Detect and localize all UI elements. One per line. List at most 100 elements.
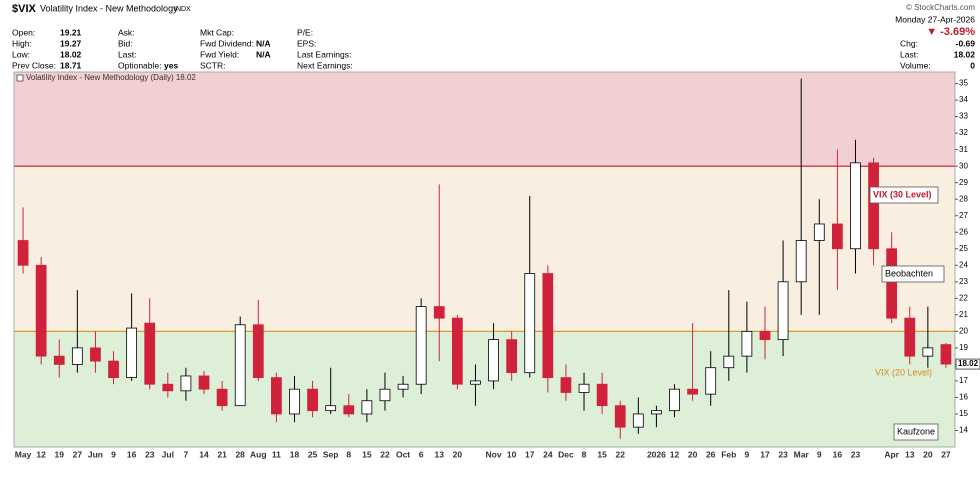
x-tick-label: 9 — [817, 449, 822, 459]
x-tick-label: Mar — [794, 449, 810, 459]
field-value: 0 — [970, 60, 975, 70]
y-tick-label: 28 — [959, 194, 968, 203]
zone-band — [14, 331, 955, 447]
x-tick-label: 9 — [745, 449, 750, 459]
candle-body — [53, 355, 65, 365]
x-tick-label: 25 — [308, 449, 318, 459]
candle-body — [35, 264, 47, 357]
field-label: Last Earnings: — [297, 49, 351, 59]
y-tick-label: 27 — [959, 211, 968, 220]
x-tick-label: Oct — [396, 449, 410, 459]
candle-body — [940, 344, 952, 365]
x-tick-label: 18 — [290, 449, 300, 459]
field-label: Fwd Yield: — [200, 49, 239, 59]
candle-body — [90, 347, 101, 362]
x-tick-label: 11 — [272, 449, 281, 459]
y-tick-label: 32 — [959, 128, 968, 137]
instrument-name: Volatility Index - New Methodology — [40, 3, 178, 13]
field-value: -0.69 — [956, 38, 976, 48]
candle-body — [922, 347, 934, 357]
y-tick-label: 29 — [959, 178, 968, 187]
annotation: Kaufzone — [897, 426, 935, 436]
candle-body — [180, 375, 192, 392]
x-tick-label: 8 — [582, 449, 587, 459]
candle-body — [651, 410, 662, 415]
zone-band — [14, 72, 955, 167]
annotation: VIX (20 Level) — [875, 367, 932, 377]
y-tick-label: 22 — [959, 293, 968, 302]
last-price-box — [955, 358, 980, 370]
candle-body — [162, 383, 174, 392]
annotation-box — [881, 265, 945, 283]
field-value: 18.02 — [954, 49, 976, 59]
x-tick-label: 23 — [145, 449, 155, 459]
y-tick-label: 20 — [959, 326, 968, 335]
exchange: INDX — [174, 6, 191, 13]
zone-band — [14, 166, 955, 332]
candle-body — [415, 306, 427, 385]
candle-body — [451, 317, 463, 385]
plot-frame — [13, 71, 956, 448]
x-tick-label: Aug — [250, 449, 267, 459]
x-tick-label: 15 — [362, 449, 372, 459]
candle-body — [397, 383, 409, 390]
candle-body — [289, 388, 300, 415]
y-tick-label: 16 — [959, 393, 968, 402]
x-tick-label: 10 — [507, 449, 517, 459]
candle-body — [379, 388, 391, 402]
field-label: Optionable: — [118, 60, 161, 70]
annotation: VIX (30 Level) — [873, 189, 932, 199]
x-tick-label: 14 — [199, 449, 209, 459]
x-tick-label: 21 — [217, 449, 227, 459]
candle-body — [759, 330, 771, 341]
field-label: Prev Close: — [12, 60, 56, 70]
x-tick-label: 22 — [380, 449, 390, 459]
field-label: EPS: — [297, 38, 316, 48]
x-tick-label: 22 — [615, 449, 625, 459]
candle-body — [886, 248, 898, 319]
field-label: Last: — [900, 49, 918, 59]
y-tick-label: 35 — [959, 79, 968, 88]
y-tick-label: 30 — [959, 161, 968, 170]
candle-body — [542, 273, 554, 379]
header: $VIX Volatility Index - New Methodology … — [12, 3, 975, 38]
candle-body — [108, 360, 119, 379]
candle-body — [71, 347, 83, 365]
candle-body — [687, 388, 698, 395]
field-label: Volume: — [900, 60, 931, 70]
candle-body — [868, 162, 879, 250]
x-tick-label: 26 — [706, 449, 716, 459]
candle-body — [813, 223, 825, 241]
candle-body — [361, 400, 373, 415]
y-tick-label: 25 — [959, 244, 968, 253]
candle-body — [307, 388, 318, 412]
x-tick-label: May — [15, 449, 32, 459]
y-tick-label: 21 — [959, 310, 968, 319]
x-tick-label: Jun — [88, 449, 103, 459]
y-tick-label: 14 — [959, 426, 968, 435]
x-tick-label: 15 — [597, 449, 607, 459]
candle-body — [524, 273, 536, 374]
field-label: Next Earnings: — [297, 60, 353, 70]
x-tick-label: Nov — [486, 449, 502, 459]
last-price-label: 18.02 — [958, 359, 979, 368]
candle-body — [614, 405, 626, 428]
candle-body — [343, 405, 355, 415]
field-value: N/A — [256, 49, 271, 59]
candle-body — [488, 339, 499, 382]
x-tick-label: 16 — [127, 449, 137, 459]
field-label: Mkt Cap: — [200, 27, 234, 37]
field-value: 18.02 — [60, 49, 82, 59]
x-tick-label: 23 — [778, 449, 788, 459]
y-tick-label: 19 — [959, 343, 968, 352]
candle-body — [705, 367, 717, 395]
candle-body — [578, 383, 590, 393]
annotation-box — [869, 186, 939, 204]
x-tick-label: 20 — [453, 449, 463, 459]
field-label: Last: — [118, 49, 136, 59]
copyright: © StockCharts.com — [906, 3, 975, 12]
x-tick-label: 13 — [435, 449, 445, 459]
field-label: Ask: — [118, 27, 135, 37]
candle-body — [723, 355, 735, 369]
